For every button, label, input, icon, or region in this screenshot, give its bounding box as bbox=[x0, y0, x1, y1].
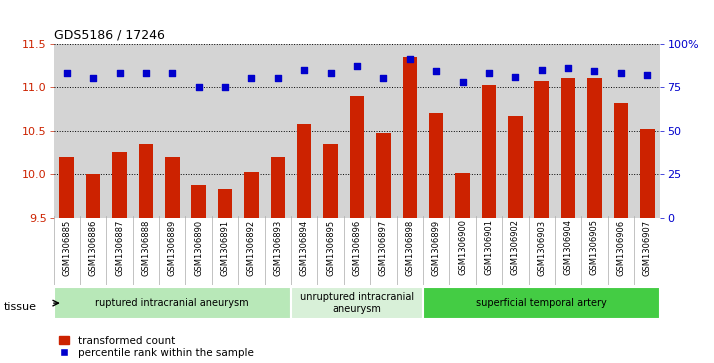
Point bbox=[298, 67, 310, 73]
Text: GSM1306907: GSM1306907 bbox=[643, 219, 652, 276]
Bar bbox=[86, 174, 101, 218]
Point bbox=[193, 84, 204, 90]
Point bbox=[642, 72, 653, 78]
Point bbox=[114, 70, 125, 76]
Bar bbox=[587, 78, 602, 218]
Text: GSM1306893: GSM1306893 bbox=[273, 219, 282, 276]
Legend: transformed count, percentile rank within the sample: transformed count, percentile rank withi… bbox=[59, 336, 253, 358]
Text: GSM1306894: GSM1306894 bbox=[300, 219, 308, 276]
Bar bbox=[112, 152, 127, 218]
Bar bbox=[191, 185, 206, 218]
Point bbox=[87, 76, 99, 81]
Bar bbox=[423, 287, 660, 319]
Text: GSM1306896: GSM1306896 bbox=[353, 219, 361, 276]
Text: GSM1306886: GSM1306886 bbox=[89, 219, 98, 276]
Bar bbox=[59, 157, 74, 218]
Text: GSM1306897: GSM1306897 bbox=[379, 219, 388, 276]
Bar bbox=[376, 133, 391, 218]
Bar bbox=[456, 174, 470, 218]
Text: GSM1306904: GSM1306904 bbox=[563, 219, 573, 276]
Bar bbox=[165, 157, 179, 218]
Bar bbox=[640, 129, 655, 218]
Text: GSM1306906: GSM1306906 bbox=[616, 219, 625, 276]
Bar bbox=[613, 103, 628, 218]
Bar bbox=[297, 124, 311, 218]
Point bbox=[483, 70, 495, 76]
Point bbox=[589, 69, 600, 74]
Point bbox=[140, 70, 151, 76]
Point bbox=[219, 84, 231, 90]
Bar bbox=[350, 96, 364, 218]
Text: GSM1306902: GSM1306902 bbox=[511, 219, 520, 276]
Bar bbox=[403, 57, 417, 218]
Point bbox=[431, 69, 442, 74]
Point bbox=[166, 70, 178, 76]
Point bbox=[510, 74, 521, 79]
Bar bbox=[482, 85, 496, 218]
Point bbox=[61, 70, 72, 76]
Point bbox=[351, 63, 363, 69]
Point bbox=[536, 67, 548, 73]
Bar bbox=[560, 78, 575, 218]
Bar bbox=[429, 113, 443, 218]
Bar bbox=[291, 287, 423, 319]
Bar bbox=[54, 287, 291, 319]
Text: tissue: tissue bbox=[4, 302, 36, 312]
Text: GSM1306890: GSM1306890 bbox=[194, 219, 203, 276]
Bar bbox=[323, 144, 338, 218]
Text: GSM1306888: GSM1306888 bbox=[141, 219, 151, 276]
Text: GSM1306899: GSM1306899 bbox=[432, 219, 441, 276]
Text: GSM1306903: GSM1306903 bbox=[537, 219, 546, 276]
Text: GSM1306891: GSM1306891 bbox=[221, 219, 230, 276]
Bar bbox=[244, 172, 258, 218]
Bar bbox=[139, 144, 154, 218]
Bar bbox=[508, 116, 523, 218]
Text: GSM1306905: GSM1306905 bbox=[590, 219, 599, 276]
Point bbox=[615, 70, 627, 76]
Text: ruptured intracranial aneurysm: ruptured intracranial aneurysm bbox=[96, 298, 249, 308]
Point bbox=[378, 76, 389, 81]
Bar bbox=[218, 189, 232, 218]
Point bbox=[563, 65, 574, 71]
Text: GSM1306901: GSM1306901 bbox=[484, 219, 493, 276]
Text: GSM1306892: GSM1306892 bbox=[247, 219, 256, 276]
Text: GSM1306895: GSM1306895 bbox=[326, 219, 335, 276]
Point bbox=[325, 70, 336, 76]
Text: unruptured intracranial
aneurysm: unruptured intracranial aneurysm bbox=[300, 292, 414, 314]
Text: GSM1306889: GSM1306889 bbox=[168, 219, 177, 276]
Text: GDS5186 / 17246: GDS5186 / 17246 bbox=[54, 28, 164, 41]
Text: GSM1306898: GSM1306898 bbox=[406, 219, 414, 276]
Bar bbox=[535, 81, 549, 218]
Bar bbox=[271, 157, 285, 218]
Point bbox=[246, 76, 257, 81]
Text: GSM1306887: GSM1306887 bbox=[115, 219, 124, 276]
Point bbox=[457, 79, 468, 85]
Text: GSM1306900: GSM1306900 bbox=[458, 219, 467, 276]
Text: GSM1306885: GSM1306885 bbox=[62, 219, 71, 276]
Point bbox=[272, 76, 283, 81]
Point bbox=[404, 56, 416, 62]
Text: superficial temporal artery: superficial temporal artery bbox=[476, 298, 607, 308]
